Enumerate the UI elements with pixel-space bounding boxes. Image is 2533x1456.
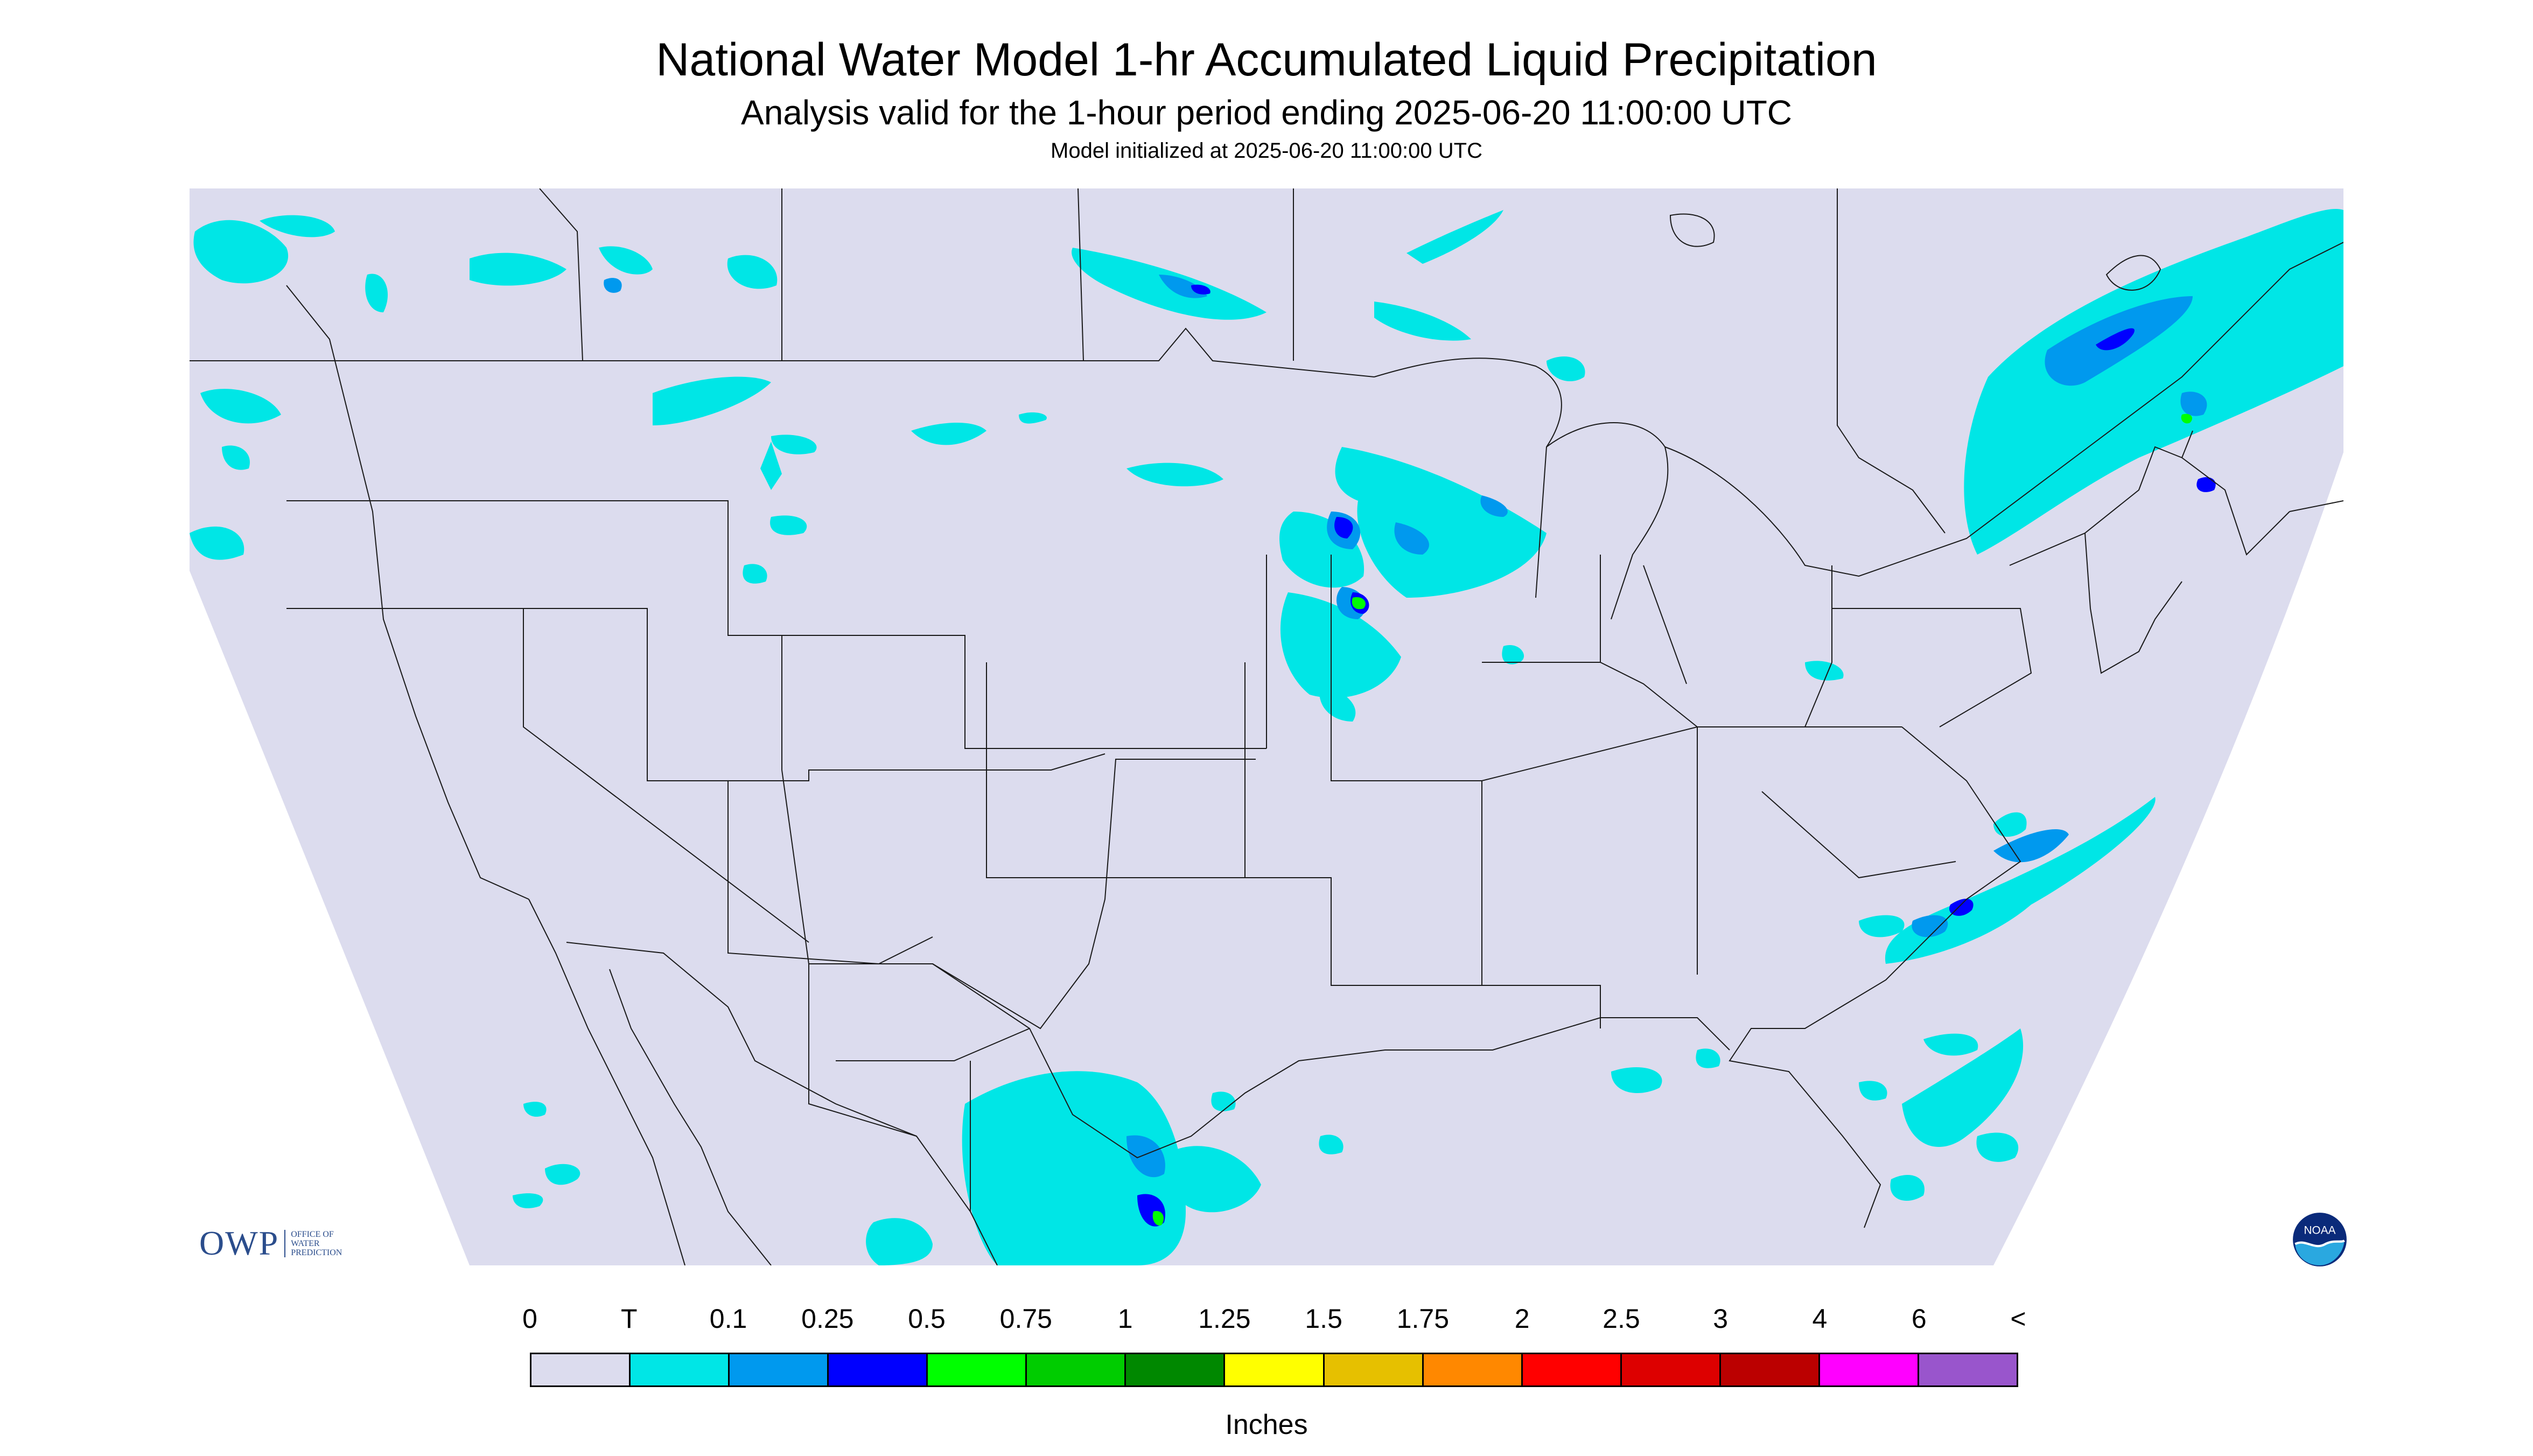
legend-label: 1.25 (1198, 1304, 1251, 1334)
legend-swatch (730, 1354, 829, 1385)
precip-trace (190, 209, 2343, 1265)
owp-sub-line-1: OFFICE OF (291, 1229, 334, 1239)
legend-color-bar (530, 1353, 2018, 1387)
legend-label: 0.25 (801, 1304, 854, 1334)
legend-swatch (829, 1354, 928, 1385)
legend-label: 4 (1812, 1304, 1828, 1334)
legend-label: T (620, 1304, 638, 1334)
legend-label: 0.75 (999, 1304, 1052, 1334)
precip-heavy (1152, 414, 2193, 1226)
legend-labels: 0 T 0.1 0.25 0.5 0.75 1 1.25 1.5 1.75 2 2.5 3 4 6 < (0, 1303, 2533, 1341)
legend-label: 0.1 (709, 1304, 747, 1334)
legend-label: 0 (522, 1304, 537, 1334)
legend-label: 1.5 (1305, 1304, 1342, 1334)
legend-swatch (1720, 1354, 1820, 1385)
model-init-text: Model initialized at 2025-06-20 11:00:00… (1051, 139, 1482, 163)
legend-swatch (631, 1354, 730, 1385)
legend-swatch (1126, 1354, 1226, 1385)
legend-label: 0.5 (908, 1304, 946, 1334)
legend-swatch (1621, 1354, 1721, 1385)
legend-swatch (1820, 1354, 1919, 1385)
precipitation-map (190, 188, 2343, 1265)
legend-label: 2.5 (1603, 1304, 1640, 1334)
legend-label: 2 (1514, 1304, 1530, 1334)
legend-swatch (1324, 1354, 1424, 1385)
legend-label: < (2010, 1304, 2026, 1334)
noaa-logo-text: NOAA (2304, 1224, 2336, 1237)
legend-label: 1.75 (1396, 1304, 1450, 1334)
legend-label: 3 (1713, 1304, 1729, 1334)
legend-units-label: Inches (1225, 1409, 1308, 1440)
legend-swatch (1522, 1354, 1622, 1385)
owp-logo-text: OWP (199, 1224, 279, 1262)
noaa-logo: NOAA (2293, 1213, 2347, 1266)
boundaries (190, 188, 2343, 1265)
legend-swatch (928, 1354, 1027, 1385)
legend-label: 6 (1911, 1304, 1927, 1334)
owp-logo-subtext: OFFICE OF WATER PREDICTION (284, 1229, 342, 1257)
legend-swatch (1423, 1354, 1523, 1385)
owp-sub-line-3: PREDICTION (291, 1248, 342, 1257)
owp-sub-line-2: WATER (291, 1238, 320, 1248)
legend-swatch (1225, 1354, 1325, 1385)
legend-swatch (1027, 1354, 1126, 1385)
legend-label: 1 (1117, 1304, 1133, 1334)
legend-swatch (531, 1354, 631, 1385)
owp-logo: OWP OFFICE OF WATER PREDICTION (199, 1223, 342, 1263)
page-title: National Water Model 1-hr Accumulated Li… (656, 34, 1877, 86)
page-subtitle: Analysis valid for the 1-hour period end… (741, 93, 1792, 132)
legend-swatch (1919, 1354, 2017, 1385)
